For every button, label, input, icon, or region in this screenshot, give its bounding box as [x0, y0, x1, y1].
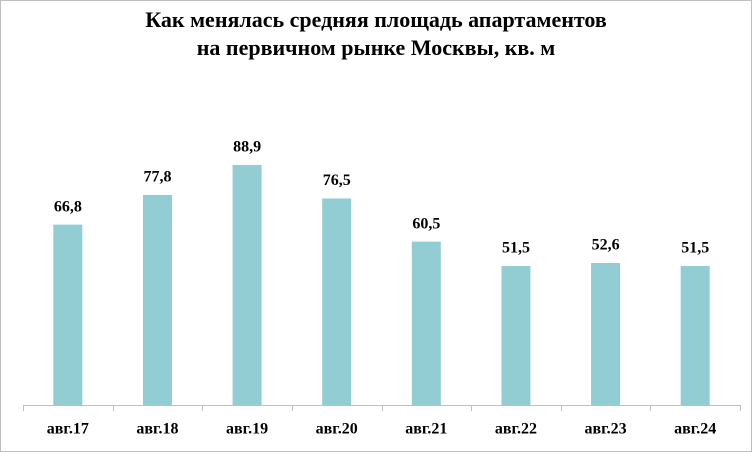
x-tick-label: авг.21 — [405, 421, 447, 438]
bar — [232, 164, 262, 405]
data-label: 77,8 — [143, 169, 171, 186]
x-tick-label: авг.17 — [47, 421, 89, 438]
bar — [322, 198, 352, 405]
bar — [680, 265, 710, 405]
data-label: 51,5 — [502, 240, 530, 257]
data-label: 88,9 — [233, 139, 261, 156]
data-label: 60,5 — [412, 215, 440, 232]
x-tick-label: авг.19 — [226, 421, 268, 438]
bar — [591, 262, 621, 405]
chart-title: на первичном рынке Москвы, кв. м — [197, 35, 556, 60]
data-label: 66,8 — [54, 198, 82, 215]
bar — [142, 194, 172, 405]
x-tick-label: авг.18 — [136, 421, 178, 438]
bar — [411, 241, 441, 405]
data-label: 76,5 — [323, 172, 351, 189]
data-label: 52,6 — [592, 237, 620, 254]
bar — [501, 265, 531, 405]
x-tick-label: авг.20 — [316, 421, 358, 438]
bar — [53, 224, 83, 405]
x-tick-label: авг.24 — [674, 421, 716, 438]
x-tick-label: авг.23 — [585, 421, 627, 438]
x-tick-label: авг.22 — [495, 421, 537, 438]
data-label: 51,5 — [681, 240, 709, 257]
chart-title: Как менялась средняя площадь апартаменто… — [145, 7, 607, 32]
